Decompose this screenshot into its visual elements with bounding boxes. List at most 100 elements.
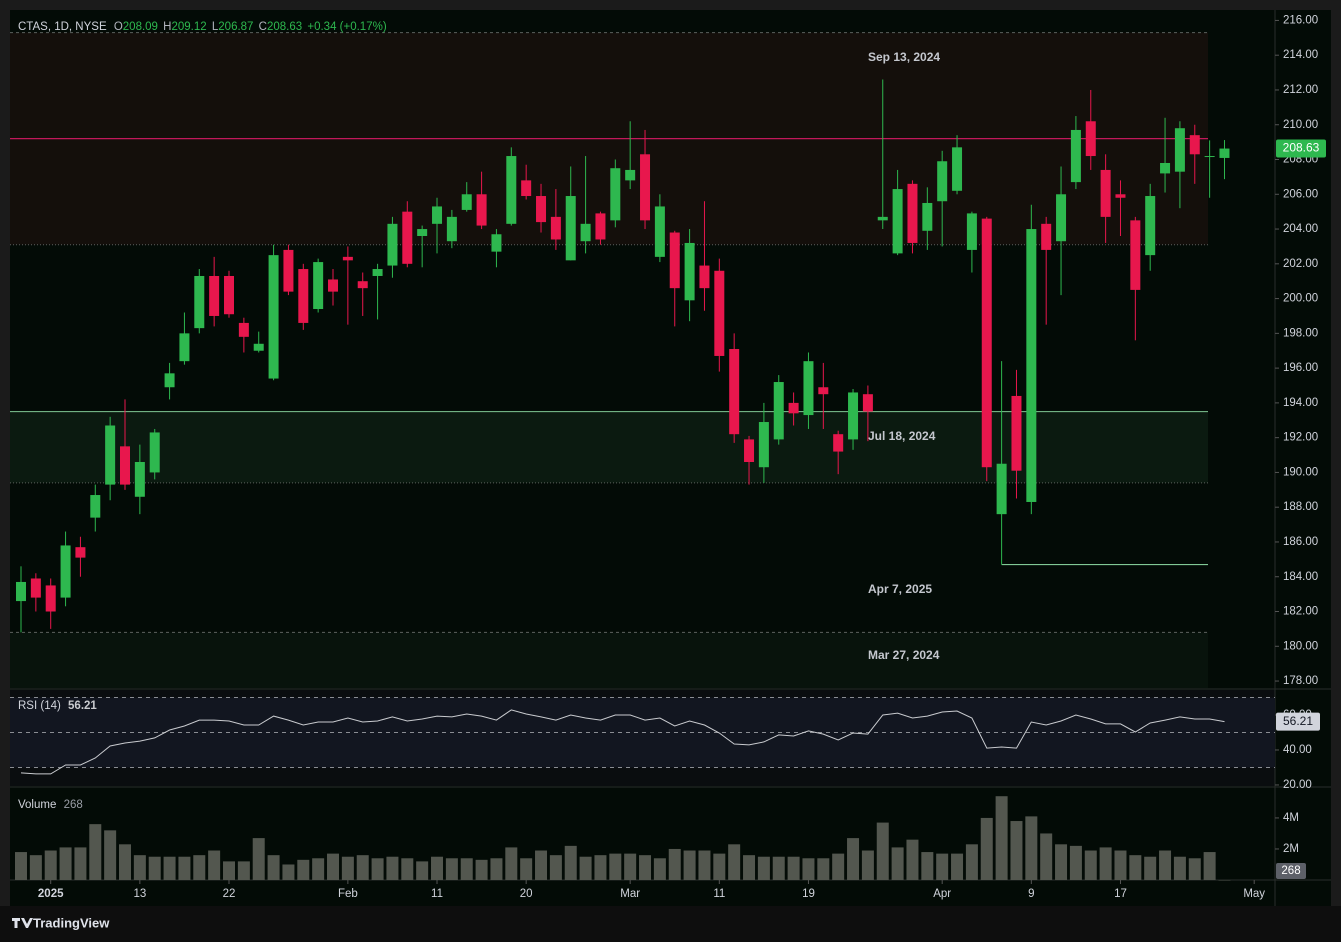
- volume-name: Volume: [18, 799, 56, 811]
- candle-body: [640, 154, 651, 221]
- candle-body: [149, 432, 160, 473]
- candle-body: [521, 180, 532, 197]
- candle-body: [506, 156, 517, 224]
- x-tick-label: Apr: [933, 888, 951, 900]
- rsi-badge-label: 56.21: [1283, 714, 1313, 728]
- volume-bar: [1040, 833, 1053, 880]
- candle-body: [15, 581, 26, 602]
- candle-body: [714, 270, 725, 356]
- footer: [0, 906, 1341, 942]
- volume-bar: [1218, 879, 1231, 881]
- candle-body: [342, 256, 353, 261]
- candle-body: [283, 249, 294, 292]
- volume-bar: [119, 844, 131, 880]
- x-tick-label: 17: [1114, 888, 1127, 900]
- volume-badge-label: 268: [1281, 865, 1300, 877]
- volume-bar: [1084, 850, 1097, 880]
- candle-body: [134, 462, 145, 497]
- plot: Sep 13, 2024 Jul 18, 2024 Mar 27, 2024 Apr …: [10, 14, 1326, 900]
- volume-bar: [787, 856, 800, 880]
- candle-body: [461, 194, 472, 210]
- volume-bar: [921, 852, 934, 880]
- candle-body: [313, 262, 324, 310]
- volume-bar: [1055, 844, 1068, 880]
- candle-body: [729, 349, 740, 435]
- high-value: 209.12: [171, 21, 206, 33]
- y-tick-label: 216.00: [1283, 14, 1318, 26]
- candle-body: [833, 434, 844, 452]
- candle-body: [654, 206, 665, 257]
- candle-body: [1204, 156, 1215, 158]
- candle-body: [120, 446, 130, 485]
- candle-body: [164, 373, 175, 388]
- rsi-name: RSI (14): [18, 700, 61, 712]
- x-tick-label: 13: [133, 888, 146, 900]
- volume-bar: [832, 853, 845, 880]
- candle-body: [268, 255, 279, 379]
- x-tick-label: 11: [713, 888, 725, 900]
- volume-bar: [965, 844, 978, 880]
- volume-bar: [1114, 850, 1127, 880]
- volume-bar: [579, 856, 592, 880]
- candle-body: [224, 275, 235, 315]
- volume-bar: [876, 822, 889, 880]
- y-tick-label: 196.00: [1283, 362, 1318, 374]
- candle-body: [996, 463, 1007, 515]
- volume-bar: [743, 855, 756, 880]
- volume-bar: [1069, 845, 1082, 880]
- y-tick-label: 186.00: [1283, 536, 1318, 548]
- volume-bar: [936, 853, 949, 880]
- volume-bar: [431, 856, 444, 880]
- candle-body: [536, 196, 547, 223]
- candle-body: [907, 183, 918, 243]
- y-tick-label: 192.00: [1283, 432, 1318, 444]
- candle-body: [550, 216, 561, 240]
- candle-body: [372, 269, 383, 276]
- candle-body: [417, 229, 428, 236]
- volume-bar: [995, 796, 1008, 880]
- volume-bar: [74, 847, 87, 880]
- candle-body: [788, 402, 799, 414]
- volume-bar: [668, 848, 681, 880]
- volume-bar: [683, 850, 696, 880]
- volume-bar: [341, 856, 354, 880]
- candle-body: [1115, 194, 1126, 198]
- y-tick-label: 200.00: [1283, 293, 1318, 305]
- level-label: Apr 7, 2025: [868, 582, 932, 596]
- candle-body: [892, 189, 903, 254]
- x-tick-label: May: [1243, 888, 1265, 900]
- volume-bar: [861, 850, 874, 880]
- volume-bar: [713, 853, 726, 880]
- change: +0.34 (+0.17%): [307, 21, 386, 33]
- candle-body: [966, 213, 977, 250]
- volume-bar: [1129, 855, 1142, 880]
- volume-bar: [505, 847, 518, 880]
- x-tick-label: 22: [223, 888, 236, 900]
- y-tick-label: 212.00: [1283, 84, 1318, 96]
- candle-body: [446, 216, 457, 242]
- volume-bar: [29, 855, 42, 880]
- volume-bar: [327, 853, 340, 880]
- volume-bar: [1188, 858, 1201, 880]
- rsi-legend: RSI (14) 56.21: [18, 700, 97, 712]
- volume-bar: [609, 853, 622, 880]
- candle-body: [60, 545, 71, 598]
- candle-body: [179, 333, 190, 362]
- zone-label: Sep 13, 2024: [868, 50, 940, 64]
- candle-body: [937, 161, 948, 202]
- volume-bar: [817, 858, 830, 880]
- candle-body: [253, 343, 264, 351]
- candle-body: [669, 232, 680, 289]
- candle-body: [684, 242, 695, 301]
- price-badge-label: 208.63: [1283, 141, 1320, 155]
- volume-bar: [445, 858, 458, 880]
- candle-body: [803, 361, 814, 416]
- volume-bar: [104, 830, 117, 880]
- price-badge: [1276, 139, 1326, 158]
- candle-body: [773, 382, 784, 440]
- candle-body: [75, 547, 86, 558]
- zone-label: Jul 18, 2024: [868, 429, 936, 443]
- volume-bar: [148, 856, 161, 880]
- candle-body: [238, 322, 249, 337]
- volume-bar: [460, 858, 473, 880]
